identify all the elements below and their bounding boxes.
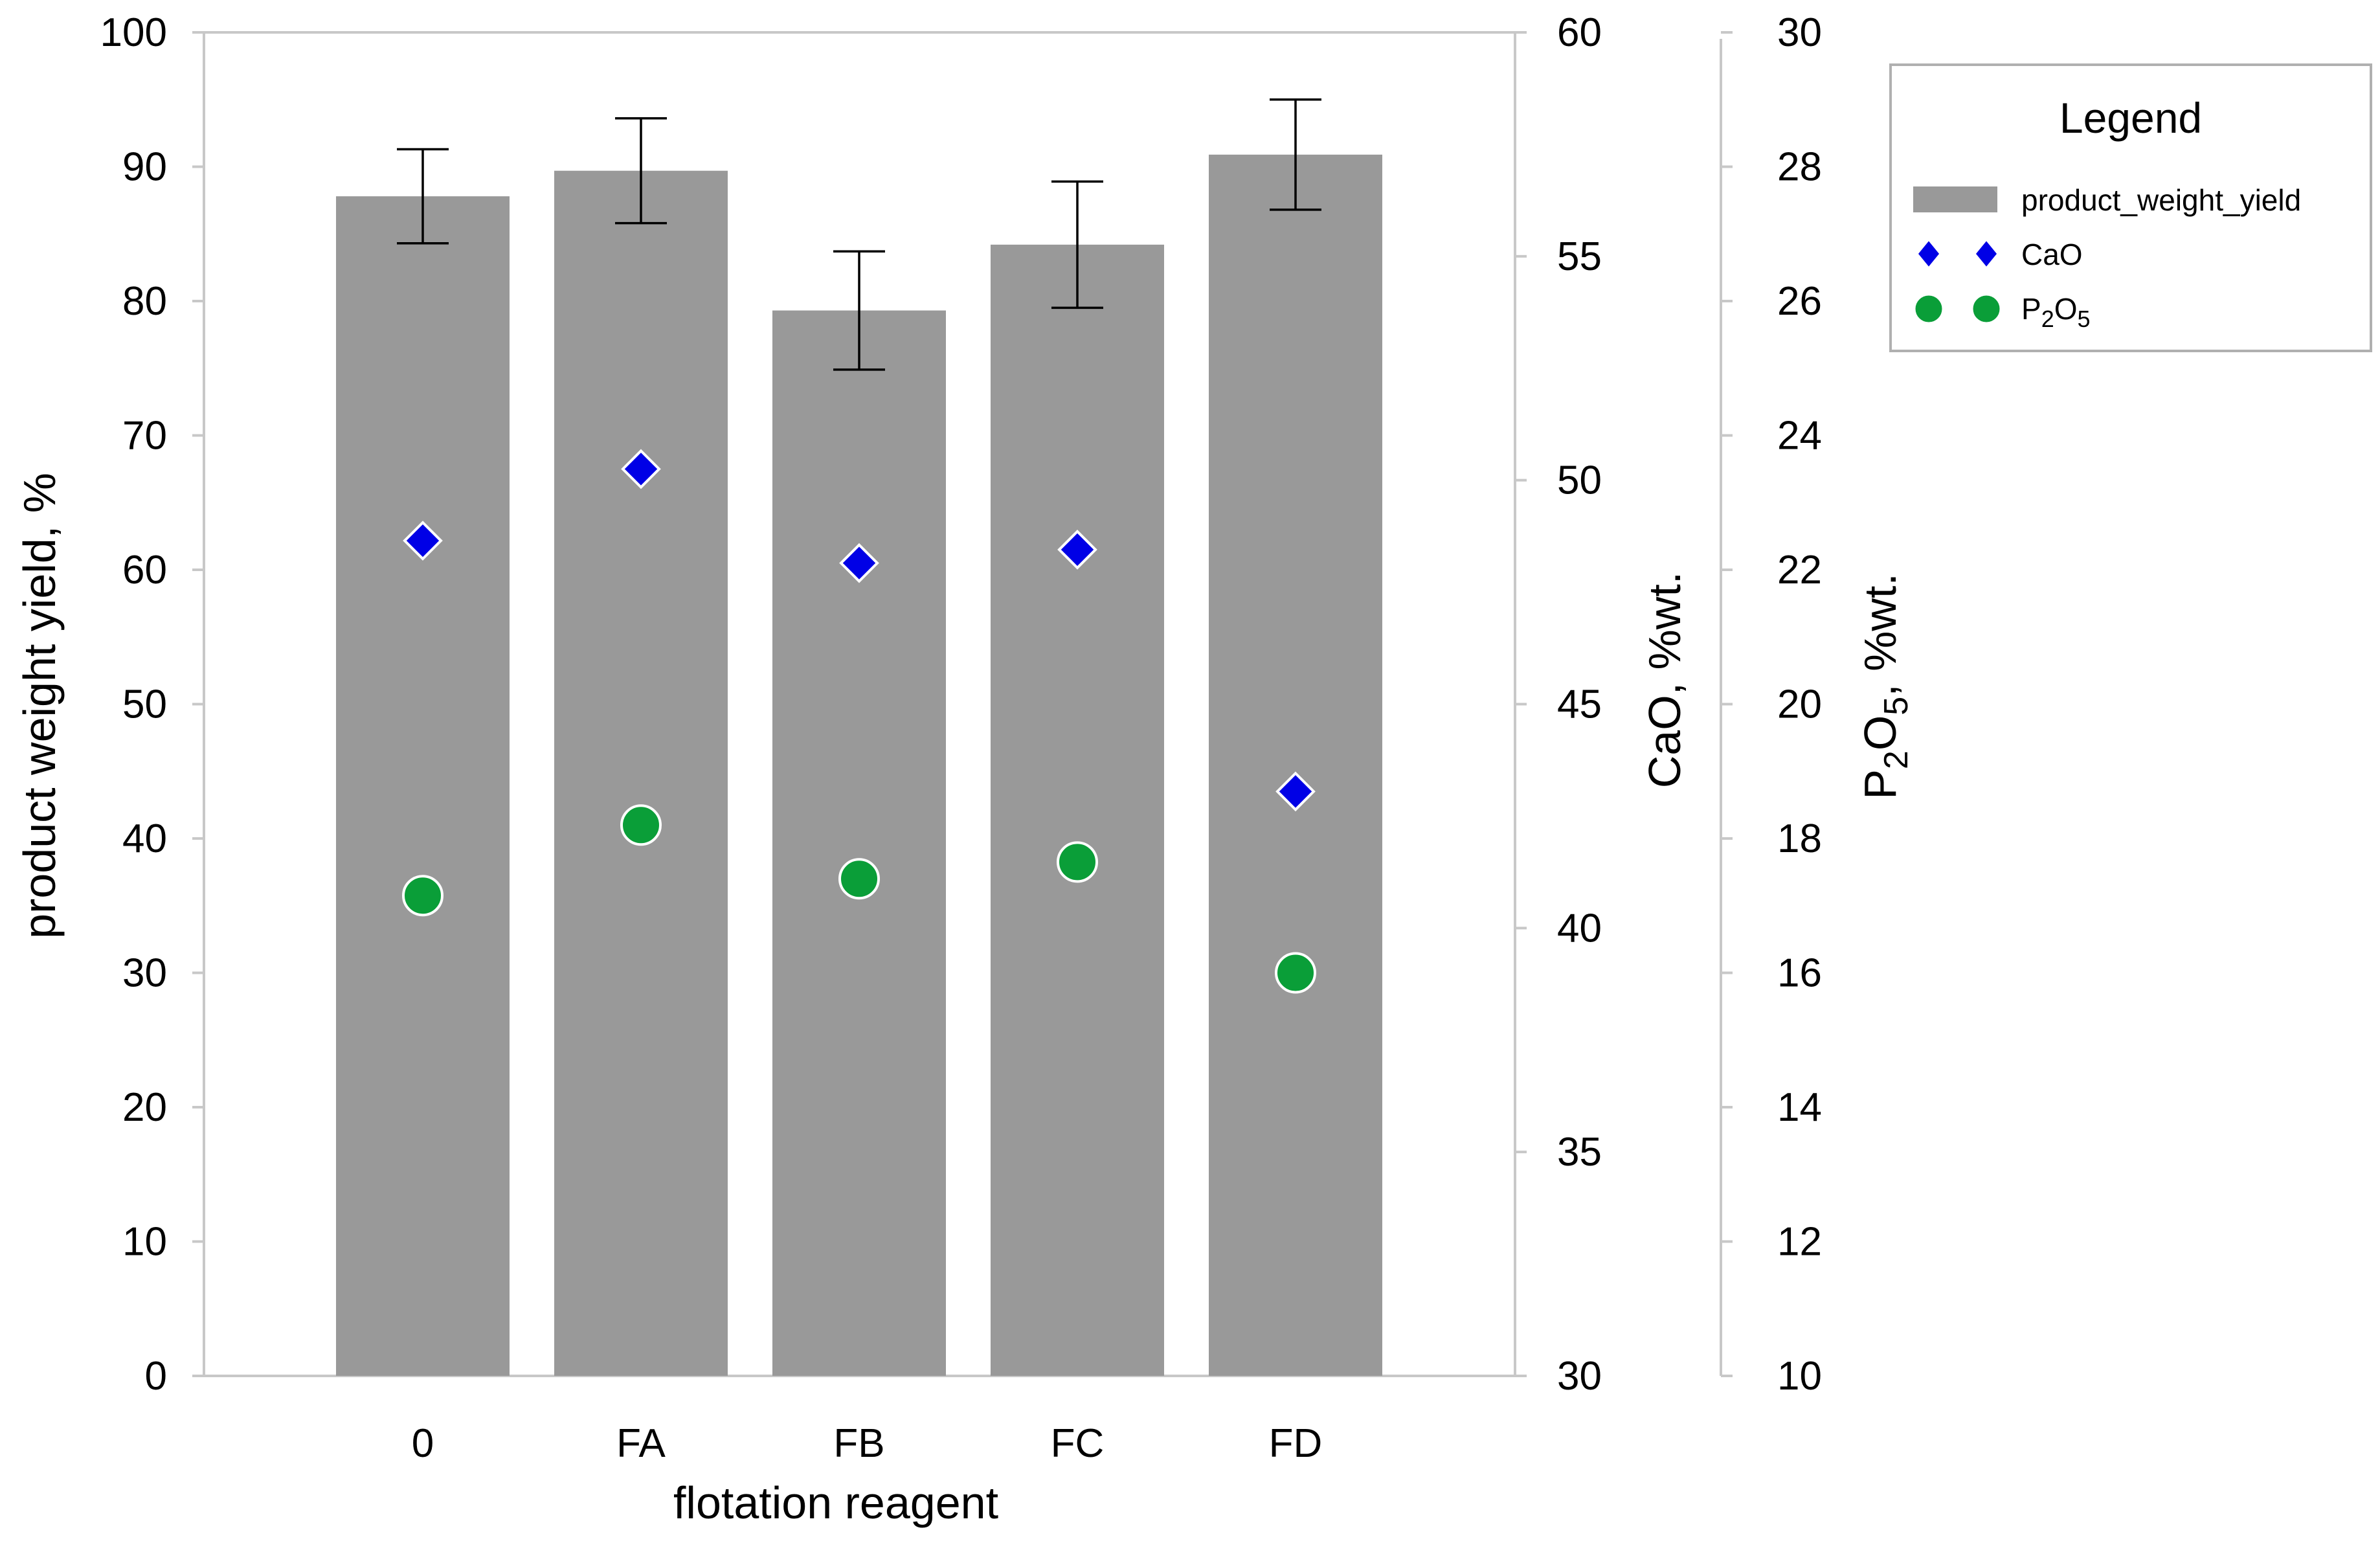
- x-tick-label: FC: [1051, 1421, 1105, 1466]
- bar-product-weight-yield: [772, 310, 946, 1376]
- right1-axis-title: CaO, %wt.: [1639, 572, 1690, 789]
- cao-point: [403, 521, 443, 561]
- right1-tick-label: 55: [1557, 234, 1602, 279]
- legend-p2o5-p: P: [2021, 292, 2041, 326]
- right2-axis-title: P2O5, %wt.: [1855, 573, 1915, 800]
- cao-point: [839, 543, 879, 583]
- legend-title: Legend: [2060, 94, 2202, 142]
- right2-tick-label: 26: [1777, 279, 1822, 324]
- bar-product-weight-yield: [554, 170, 728, 1377]
- x-tick-label: FA: [616, 1421, 666, 1466]
- legend-label-yield: product_weight_yield: [2021, 183, 2301, 217]
- left-tick-label: 70: [122, 414, 167, 458]
- cao-point: [621, 449, 661, 489]
- x-tick-label: FD: [1269, 1421, 1323, 1466]
- p2o5-point: [402, 875, 443, 917]
- legend-p2o5-sub5: 5: [2078, 306, 2091, 332]
- right2-title-sub5: 5: [1878, 697, 1915, 715]
- cao-point: [1275, 771, 1316, 812]
- left-tick-label: 0: [145, 1354, 167, 1399]
- right2-tick-label: 30: [1777, 10, 1822, 55]
- bar-product-weight-yield: [991, 244, 1164, 1377]
- right1-tick-label: 35: [1557, 1130, 1602, 1175]
- x-tick-label: FB: [833, 1421, 884, 1466]
- right2-title-sub2: 2: [1878, 750, 1915, 769]
- right2-tick-label: 22: [1777, 548, 1822, 592]
- x-axis-title: flotation reagent: [673, 1478, 998, 1528]
- bar-product-weight-yield: [1209, 154, 1382, 1377]
- left-tick-label: 10: [122, 1220, 167, 1265]
- legend-p2o5-sub2: 2: [2041, 306, 2054, 332]
- legend-marker-p2o5-2: [1971, 293, 2002, 324]
- right1-tick-label: 40: [1557, 906, 1602, 950]
- p2o5-point: [1057, 841, 1098, 883]
- p2o5-point: [838, 858, 880, 900]
- legend: Legend product_weight_yield CaO P2O5: [1889, 63, 2372, 352]
- x-tick-label: 0: [412, 1421, 434, 1466]
- right2-tick-label: 14: [1777, 1085, 1822, 1130]
- right1-tick-label: 30: [1557, 1354, 1602, 1399]
- right2-tick-label: 18: [1777, 816, 1822, 861]
- left-tick-label: 50: [122, 682, 167, 727]
- legend-marker-cao-2: [1973, 238, 1999, 270]
- left-tick-label: 60: [122, 548, 167, 592]
- right2-tick-label: 28: [1777, 145, 1822, 190]
- right2-tick-label: 12: [1777, 1220, 1822, 1265]
- left-tick-label: 40: [122, 816, 167, 861]
- left-tick-label: 100: [100, 10, 167, 55]
- right2-tick-label: 16: [1777, 951, 1822, 996]
- legend-label-p2o5: P2O5: [2021, 292, 2091, 332]
- right2-tick-label: 24: [1777, 414, 1822, 458]
- left-tick-label: 80: [122, 279, 167, 324]
- legend-marker-cao-1: [1916, 238, 1942, 270]
- bar-product-weight-yield: [336, 196, 510, 1376]
- legend-p2o5-o: O: [2054, 292, 2078, 326]
- right1-tick-label: 50: [1557, 458, 1602, 503]
- p2o5-point: [620, 804, 662, 846]
- legend-label-cao: CaO: [2021, 238, 2083, 271]
- right2-tick-label: 10: [1777, 1354, 1822, 1399]
- left-tick-label: 20: [122, 1085, 167, 1130]
- right1-tick-label: 60: [1557, 10, 1602, 55]
- left-tick-label: 30: [122, 951, 167, 996]
- right2-tick-label: 20: [1777, 682, 1822, 727]
- p2o5-point: [1275, 952, 1316, 994]
- right2-title-p: P: [1855, 769, 1905, 800]
- legend-swatch-yield: [1913, 186, 1997, 212]
- right2-title-tail: , %wt.: [1855, 573, 1905, 697]
- left-axis-title: product weight yield, %: [14, 473, 65, 939]
- legend-marker-p2o5-1: [1913, 293, 1944, 324]
- cao-point: [1057, 530, 1097, 570]
- right1-tick-label: 45: [1557, 682, 1602, 727]
- right2-title-o: O: [1855, 715, 1905, 750]
- left-tick-label: 90: [122, 145, 167, 190]
